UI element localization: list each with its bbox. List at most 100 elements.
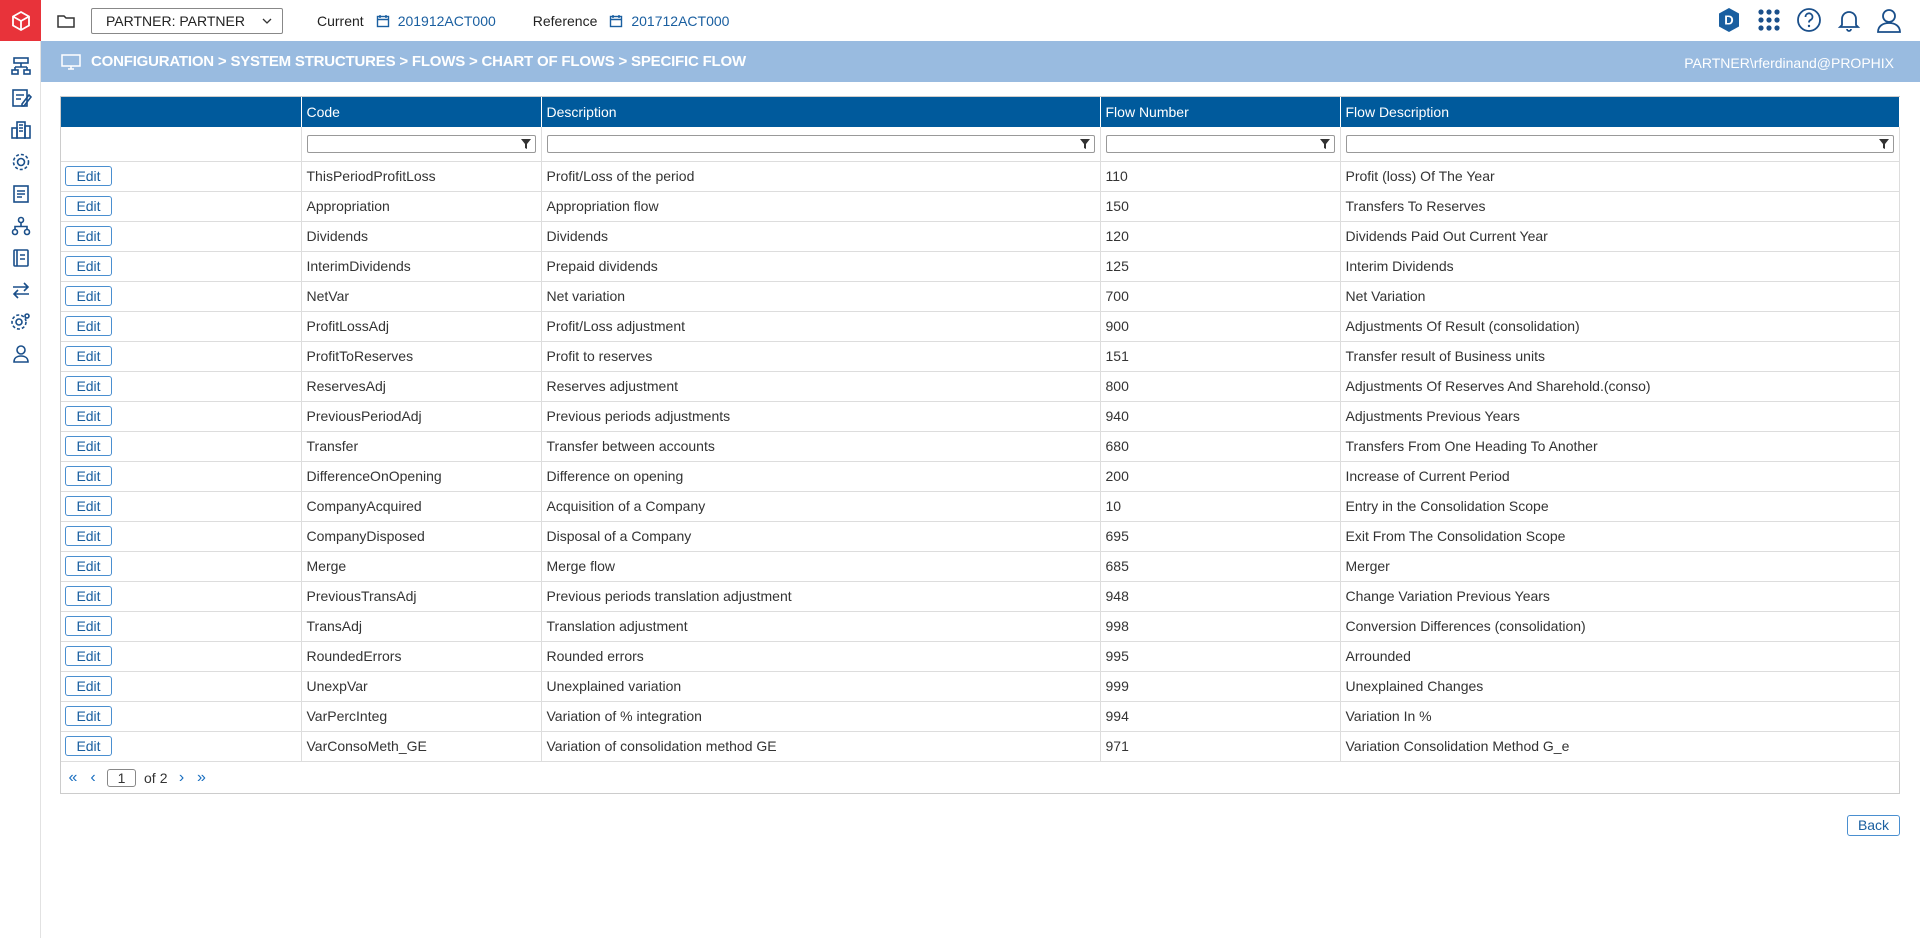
edit-button[interactable]: Edit	[65, 256, 112, 276]
cogs-icon[interactable]	[0, 306, 41, 338]
edit-button[interactable]: Edit	[65, 286, 112, 306]
building-icon[interactable]	[0, 114, 41, 146]
reference-period-link[interactable]: 201712ACT000	[631, 12, 730, 29]
filter-icon[interactable]	[1079, 138, 1091, 150]
description-cell: Acquisition of a Company	[541, 491, 1101, 522]
flow-description-cell: Transfers To Reserves	[1340, 191, 1900, 222]
first-page-icon[interactable]: «	[68, 769, 78, 786]
edit-cell: Edit	[61, 251, 302, 282]
edit-button[interactable]: Edit	[65, 556, 112, 576]
flow-number-filter-input[interactable]	[1105, 134, 1335, 153]
flow-description-cell: Arrounded	[1340, 641, 1900, 672]
table-row: Edit Merge Merge flow 685 Merger	[61, 551, 1900, 582]
edit-button[interactable]: Edit	[65, 316, 112, 336]
edit-cell: Edit	[61, 221, 302, 252]
description-cell: Dividends	[541, 221, 1101, 252]
edit-button[interactable]: Edit	[65, 466, 112, 486]
filter-icon[interactable]	[520, 138, 532, 150]
edit-button[interactable]: Edit	[65, 616, 112, 636]
edit-cell: Edit	[61, 311, 302, 342]
edit-cell: Edit	[61, 401, 302, 432]
filter-icon[interactable]	[1878, 138, 1890, 150]
help-icon[interactable]	[1796, 7, 1822, 33]
code-cell: PreviousTransAdj	[301, 581, 542, 612]
edit-button[interactable]: Edit	[65, 436, 112, 456]
partner-select[interactable]: PARTNER: PARTNER	[91, 7, 283, 34]
folder-icon[interactable]	[57, 11, 77, 31]
filter-icon[interactable]	[1319, 138, 1331, 150]
edit-button[interactable]: Edit	[65, 676, 112, 696]
previous-page-icon[interactable]: ‹	[90, 769, 96, 786]
filter-cell	[301, 127, 542, 162]
table-row: Edit PreviousPeriodAdj Previous periods ad…	[61, 401, 1900, 432]
flow-number-cell: 971	[1100, 731, 1341, 762]
column-header-code[interactable]: Code	[301, 97, 542, 127]
flow-description-cell: Profit (loss) Of The Year	[1340, 161, 1900, 192]
flow-description-filter-input[interactable]	[1345, 134, 1894, 153]
partner-select-value: PARTNER: PARTNER	[106, 12, 245, 29]
description-cell: Difference on opening	[541, 461, 1101, 492]
column-header-flow-description[interactable]: Flow Description	[1340, 97, 1900, 127]
code-cell: VarPercInteg	[301, 701, 542, 732]
filter-cell	[61, 127, 302, 162]
dimension-badge-icon[interactable]: D	[1716, 7, 1742, 33]
app-logo[interactable]	[0, 0, 41, 41]
hierarchy-icon[interactable]	[0, 210, 41, 242]
calendar-icon[interactable]	[609, 14, 623, 28]
table-row: Edit Transfer Transfer between accounts 680…	[61, 431, 1900, 462]
edit-button[interactable]: Edit	[65, 646, 112, 666]
flow-description-cell: Increase of Current Period	[1340, 461, 1900, 492]
user-profile-icon[interactable]	[1876, 7, 1902, 33]
code-cell: ProfitToReserves	[301, 341, 542, 372]
flow-description-cell: Adjustments Previous Years	[1340, 401, 1900, 432]
edit-button[interactable]: Edit	[65, 346, 112, 366]
next-page-icon[interactable]: ›	[178, 769, 185, 786]
description-cell: Reserves adjustment	[541, 371, 1101, 402]
notification-bell-icon[interactable]	[1836, 7, 1862, 33]
edit-button[interactable]: Edit	[65, 376, 112, 396]
edit-button[interactable]: Edit	[65, 706, 112, 726]
table-row: Edit ProfitToReserves Profit to reserves 15…	[61, 341, 1900, 372]
filter-cell	[1100, 127, 1341, 162]
flow-number-cell: 680	[1100, 431, 1341, 462]
description-cell: Disposal of a Company	[541, 521, 1101, 552]
book-icon[interactable]	[0, 242, 41, 274]
edit-button[interactable]: Edit	[65, 196, 112, 216]
code-cell: DifferenceOnOpening	[301, 461, 542, 492]
edit-button[interactable]: Edit	[65, 736, 112, 756]
calendar-icon[interactable]	[376, 14, 390, 28]
back-button[interactable]: Back	[1847, 815, 1900, 836]
settings-gear-icon[interactable]	[0, 146, 41, 178]
edit-cell: Edit	[61, 491, 302, 522]
column-header-description[interactable]: Description	[541, 97, 1101, 127]
table-row: Edit DifferenceOnOpening Difference on ope…	[61, 461, 1900, 492]
page-number-input[interactable]: 1	[107, 769, 136, 787]
current-label: Current	[317, 12, 364, 29]
current-period-link[interactable]: 201912ACT000	[397, 12, 496, 29]
user-tree-icon[interactable]	[0, 338, 41, 370]
table-header-row: Code Description Flow Number Flow Descri…	[61, 97, 1900, 127]
edit-button[interactable]: Edit	[65, 586, 112, 606]
code-filter-input[interactable]	[306, 134, 536, 153]
edit-button[interactable]: Edit	[65, 226, 112, 246]
edit-button[interactable]: Edit	[65, 166, 112, 186]
column-header-flow-number[interactable]: Flow Number	[1100, 97, 1341, 127]
apps-grid-icon[interactable]	[1756, 7, 1782, 33]
report-icon[interactable]	[0, 178, 41, 210]
flow-description-cell: Adjustments Of Reserves And Sharehold.(c…	[1340, 371, 1900, 402]
flow-description-cell: Transfer result of Business units	[1340, 341, 1900, 372]
structure-icon[interactable]	[0, 50, 41, 82]
last-page-icon[interactable]: »	[197, 769, 206, 786]
form-icon[interactable]	[0, 82, 41, 114]
reference-label: Reference	[532, 12, 598, 29]
edit-cell: Edit	[61, 161, 302, 192]
flow-description-cell: Adjustments Of Result (consolidation)	[1340, 311, 1900, 342]
description-filter-input[interactable]	[546, 134, 1095, 153]
description-cell: Rounded errors	[541, 641, 1101, 672]
edit-button[interactable]: Edit	[65, 526, 112, 546]
edit-button[interactable]: Edit	[65, 496, 112, 516]
table-row: Edit CompanyDisposed Disposal of a Company…	[61, 521, 1900, 552]
edit-button[interactable]: Edit	[65, 406, 112, 426]
transfer-icon[interactable]	[0, 274, 41, 306]
code-cell: Dividends	[301, 221, 542, 252]
